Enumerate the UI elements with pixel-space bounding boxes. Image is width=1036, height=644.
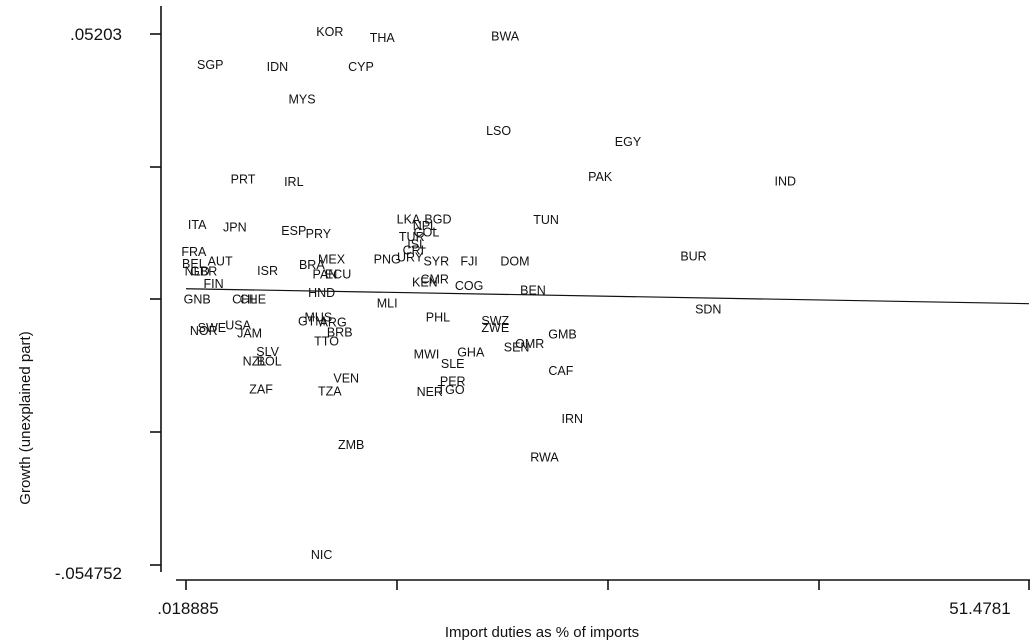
point-label-cog: COG xyxy=(455,279,483,293)
point-label-omr: OMR xyxy=(515,337,544,351)
point-label-irn: IRN xyxy=(562,412,584,426)
point-label-usa: USA xyxy=(225,319,251,333)
point-label-per: PER xyxy=(440,375,466,389)
point-label-gmb: GMB xyxy=(548,328,576,342)
data-points: KOR THA BWA SGP IDN CYP MYS LSO EGY PAK IND PRT IRL L… xyxy=(181,25,796,562)
point-label-phl: PHL xyxy=(426,311,450,325)
point-label-gtm: GTM xyxy=(298,315,326,329)
y-tick-label-top: .05203 xyxy=(70,25,122,44)
x-tick-label-right: 51.4781 xyxy=(949,599,1010,618)
point-label-syr: SYR xyxy=(423,254,449,268)
y-axis-title: Growth (unexplained part) xyxy=(17,331,34,504)
point-label-mys: MYS xyxy=(288,92,315,106)
point-label-fra: FRA xyxy=(181,245,207,259)
point-label-bur: BUR xyxy=(680,249,706,263)
point-label-esp: ESP xyxy=(281,224,306,238)
point-label-jpn: JPN xyxy=(223,221,247,235)
point-label-ken: KEN xyxy=(412,275,438,289)
fit-line xyxy=(185,288,1030,305)
point-label-nld: NLD xyxy=(185,264,210,278)
point-label-gha: GHA xyxy=(457,345,485,359)
point-label-tgo: TGO xyxy=(438,383,465,397)
point-label-ven: VEN xyxy=(333,371,359,385)
point-label-bwa: BWA xyxy=(491,30,520,44)
point-label-pak: PAK xyxy=(588,170,613,184)
point-label-mwi: MWI xyxy=(414,347,440,361)
point-label-tun: TUN xyxy=(533,213,559,227)
point-label-ita: ITA xyxy=(188,218,207,232)
point-label-bol: BOL xyxy=(257,354,282,368)
point-label-col: COL xyxy=(414,226,440,240)
point-label-nor: NOR xyxy=(190,324,218,338)
point-label-mex: MEX xyxy=(318,252,346,266)
point-label-mli: MLI xyxy=(377,297,398,311)
point-label-pry: PRY xyxy=(306,227,332,241)
point-label-isr: ISR xyxy=(257,264,278,278)
point-label-npl: NPL xyxy=(413,219,437,233)
point-label-caf: CAF xyxy=(548,364,573,378)
point-label-dom: DOM xyxy=(500,254,529,268)
point-label-tto: TTO xyxy=(314,334,339,348)
x-tick-label-left: .018885 xyxy=(157,599,218,618)
point-label-swz: SWZ xyxy=(481,314,509,328)
point-label-che: CHE xyxy=(240,293,266,307)
point-label-sle: SLE xyxy=(441,357,465,371)
point-label-ecu: ECU xyxy=(325,267,351,281)
point-label-bgd: BGD xyxy=(424,213,451,227)
point-label-rwa: RWA xyxy=(530,450,559,464)
point-label-slv: SLV xyxy=(256,345,279,359)
point-label-prt: PRT xyxy=(231,172,256,186)
point-label-chl: CHL xyxy=(232,293,257,307)
point-label-jam: JAM xyxy=(237,327,262,341)
point-label-zaf: ZAF xyxy=(249,383,273,397)
point-label-sgp: SGP xyxy=(197,58,223,72)
point-label-ner: NER xyxy=(417,385,443,399)
point-label-zwe: ZWE xyxy=(481,321,509,335)
point-label-ben: BEN xyxy=(520,284,546,298)
point-label-sen: SEN xyxy=(504,340,530,354)
x-axis-title: Import duties as % of imports xyxy=(445,624,639,641)
point-label-pan: PAN xyxy=(313,267,338,281)
point-label-kor: KOR xyxy=(316,25,343,39)
point-label-png: PNG xyxy=(374,252,401,266)
x-axis: .018885 51.4781 Import duties as % of im… xyxy=(157,579,1030,641)
point-label-lso: LSO xyxy=(486,124,511,138)
point-label-ury: URY xyxy=(397,250,424,264)
point-label-aut: AUT xyxy=(208,254,233,268)
point-label-gbr: GBR xyxy=(190,264,217,278)
point-label-cmr: CMR xyxy=(420,272,448,286)
point-label-arg: ARG xyxy=(320,316,347,330)
point-label-fin: FIN xyxy=(203,277,223,291)
point-label-cyp: CYP xyxy=(348,60,374,74)
point-label-isl: ISL xyxy=(407,237,426,251)
point-label-tur: TUR xyxy=(399,230,425,244)
point-label-bra: BRA xyxy=(299,258,325,272)
point-label-gnb: GNB xyxy=(184,293,211,307)
point-label-egy: EGY xyxy=(615,135,642,149)
y-tick-label-bottom: -.054752 xyxy=(55,564,122,583)
point-label-brb: BRB xyxy=(327,326,353,340)
point-label-tha: THA xyxy=(370,31,396,45)
point-label-irl: IRL xyxy=(284,175,304,189)
point-label-fji: FJI xyxy=(460,254,477,268)
point-label-mus: MUS xyxy=(304,311,332,325)
point-label-swe: SWE xyxy=(198,321,226,335)
point-label-bel: BEL xyxy=(182,257,206,271)
point-label-zmb: ZMB xyxy=(338,438,364,452)
y-axis: .05203 -.054752 Growth (unexplained part… xyxy=(17,6,162,583)
point-label-idn: IDN xyxy=(267,60,289,74)
point-label-ind: IND xyxy=(775,174,797,188)
point-label-nic: NIC xyxy=(311,548,333,562)
point-label-sdn: SDN xyxy=(695,303,721,317)
point-label-nzl: NZL xyxy=(243,354,267,368)
point-label-hnd: HND xyxy=(308,286,335,300)
point-label-lka: LKA xyxy=(397,213,421,227)
point-label-tza: TZA xyxy=(318,385,342,399)
point-label-cri: CRI xyxy=(403,243,425,257)
